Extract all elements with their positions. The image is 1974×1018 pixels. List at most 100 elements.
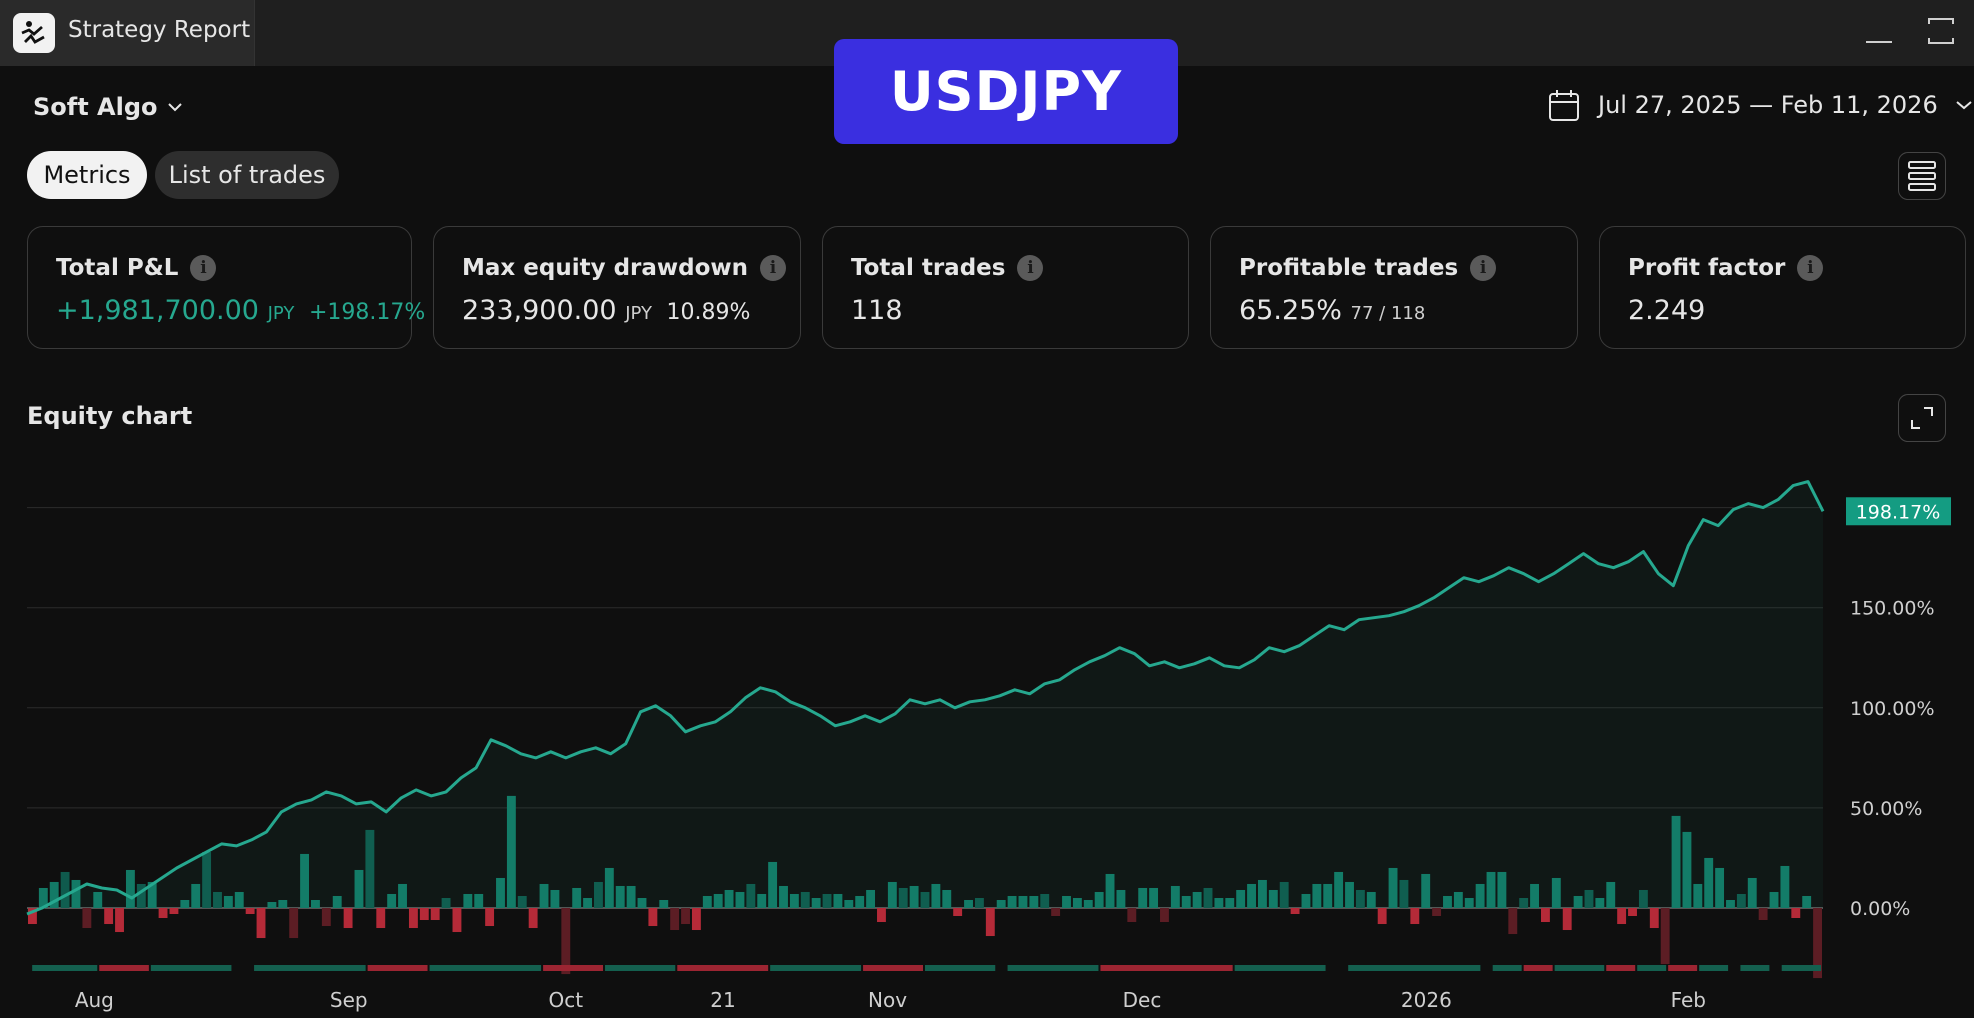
profit-bar: [223, 895, 233, 908]
profit-bar: [234, 891, 244, 908]
metric-title: Profit factor: [1628, 255, 1786, 281]
tab-list-of-trades[interactable]: List of trades: [155, 151, 339, 199]
profit-bar: [779, 885, 788, 908]
loss-bar: [1377, 908, 1387, 925]
profit-bar: [1671, 815, 1681, 908]
loss-bar: [648, 908, 658, 927]
metric-value: 118: [851, 295, 903, 326]
y-tick-label: 0.00%: [1850, 898, 1910, 920]
trade-strip-loss: [1523, 965, 1553, 971]
metric-card-max-drawdown: Max equity drawdown i 233,900.00 JPY 10.…: [433, 226, 801, 349]
trade-strip-win: [1637, 965, 1667, 971]
profit-bar: [60, 871, 70, 908]
x-tick-label: 2026: [1401, 988, 1452, 1012]
info-icon[interactable]: i: [1797, 255, 1824, 281]
maximize-icon[interactable]: [1928, 18, 1954, 44]
profit-bar: [1530, 883, 1539, 908]
equity-line: [26, 480, 1825, 916]
loss-bar: [321, 908, 331, 927]
trade-strip-win: [254, 965, 366, 971]
profit-bar: [974, 897, 984, 908]
info-icon[interactable]: i: [1470, 255, 1497, 281]
strategy-select[interactable]: Soft Algo: [33, 93, 182, 121]
chevron-down-icon: [1956, 101, 1972, 110]
profit-bar: [604, 867, 614, 908]
trade-strip-loss: [543, 965, 604, 971]
chevron-down-icon: [167, 103, 182, 112]
profit-bar: [1736, 893, 1746, 908]
profit-bar: [1715, 867, 1725, 908]
profit-bar: [1279, 881, 1289, 908]
profit-bar: [1519, 897, 1529, 908]
x-tick-label: Feb: [1671, 988, 1706, 1012]
profit-bar: [1355, 889, 1365, 908]
profit-bar: [1345, 881, 1354, 908]
profit-bar: [496, 877, 505, 908]
profit-bar: [920, 891, 930, 908]
profit-bar: [1257, 879, 1267, 908]
profit-bar: [583, 897, 593, 908]
profit-bar: [1780, 865, 1790, 908]
profit-bar: [506, 795, 516, 908]
trade-strip-win: [1234, 965, 1326, 971]
minimize-icon[interactable]: [1866, 41, 1892, 43]
profit-bar: [463, 893, 473, 908]
metric-value: 2.249: [1628, 295, 1706, 326]
info-icon[interactable]: i: [190, 255, 217, 281]
profit-bar: [147, 881, 157, 908]
profit-bar: [125, 869, 135, 908]
trade-strip-loss: [1668, 965, 1698, 971]
metric-ratio: 77 / 118: [1350, 303, 1426, 324]
profit-bar: [354, 869, 364, 908]
layout-toggle-button[interactable]: [1898, 152, 1946, 200]
y-tick-label: 100.00%: [1850, 698, 1935, 720]
profit-bar: [1225, 897, 1235, 908]
loss-bar: [28, 908, 37, 925]
loss-bar: [408, 908, 418, 929]
expand-chart-button[interactable]: [1898, 394, 1946, 442]
profit-bar: [38, 887, 48, 908]
loss-bar: [104, 908, 114, 925]
profit-bar: [1726, 899, 1735, 908]
metric-title: Profitable trades: [1239, 255, 1459, 281]
profit-bar: [1062, 895, 1071, 908]
profit-bar: [724, 889, 734, 908]
profit-bar: [300, 853, 310, 908]
loss-bar: [1051, 908, 1061, 917]
profit-bar: [735, 891, 745, 908]
profit-bar: [1094, 891, 1104, 908]
profit-bar: [1312, 883, 1322, 908]
profit-bar: [996, 899, 1006, 908]
metric-percent: 10.89%: [666, 300, 751, 325]
profit-bar: [1214, 897, 1224, 908]
profit-bar: [278, 899, 288, 908]
profit-bar: [136, 883, 146, 908]
trade-strip-loss: [99, 965, 149, 971]
loss-bar: [1160, 908, 1169, 923]
x-tick-label: 21: [710, 988, 735, 1012]
loss-bar: [289, 908, 299, 939]
loss-bar: [1791, 908, 1801, 919]
date-range-picker[interactable]: Jul 27, 2025 — Feb 11, 2026: [1548, 88, 1972, 122]
metric-title: Total P&L: [56, 255, 179, 281]
info-icon[interactable]: i: [1017, 255, 1044, 281]
tab-metrics[interactable]: Metrics: [27, 151, 147, 199]
profit-bar: [1236, 889, 1246, 908]
profit-bar: [1040, 893, 1050, 908]
loss-bar: [1813, 908, 1822, 979]
y-tick-label: 150.00%: [1850, 598, 1935, 620]
profit-bar: [1747, 877, 1757, 908]
metric-currency: JPY: [625, 303, 652, 324]
trade-strip-loss: [367, 965, 428, 971]
equity-chart[interactable]: 0.00% 50.00% 100.00% 150.00% 198.17% Aug Sep Oc…: [0, 460, 1974, 1018]
profit-bar: [1497, 871, 1507, 908]
profit-bar: [49, 881, 59, 908]
profit-bar: [387, 893, 397, 908]
window-tab[interactable]: Strategy Report: [0, 0, 255, 66]
profit-bar: [1181, 895, 1191, 908]
profit-bar: [1584, 889, 1594, 908]
loss-bar: [430, 908, 440, 921]
info-icon[interactable]: i: [760, 255, 787, 281]
loss-bar: [1127, 908, 1137, 923]
loss-bar: [82, 908, 92, 929]
